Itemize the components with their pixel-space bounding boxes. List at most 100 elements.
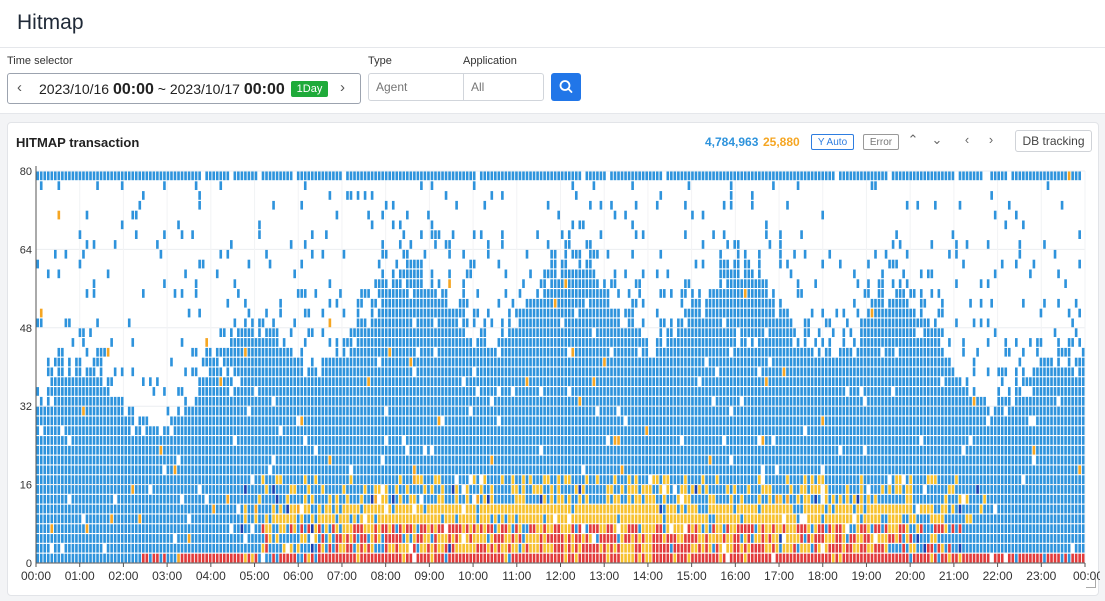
heatmap-cell[interactable] [201,494,205,504]
heatmap-cell[interactable] [662,514,666,524]
heatmap-cell[interactable] [205,485,208,494]
heatmap-cell[interactable] [423,338,427,347]
heatmap-cell[interactable] [370,298,374,308]
heatmap-cell[interactable] [120,455,124,465]
heatmap-cell[interactable] [180,455,184,465]
heatmap-cell[interactable] [416,279,420,288]
heatmap-cell[interactable] [356,367,360,377]
heatmap-cell[interactable] [708,514,712,524]
heatmap-cell[interactable] [701,426,705,435]
heatmap-cell[interactable] [314,396,318,406]
heatmap-cell[interactable] [395,514,399,524]
heatmap-cell[interactable] [233,485,237,494]
heatmap-cell[interactable] [582,279,585,288]
heatmap-cell[interactable] [536,387,539,396]
heatmap-cell[interactable] [349,426,353,435]
heatmap-cell[interactable] [230,396,233,406]
heatmap-cell[interactable] [89,465,92,475]
heatmap-cell[interactable] [138,553,142,563]
heatmap-cell[interactable] [75,485,78,494]
heatmap-cell[interactable] [198,553,201,563]
heatmap-cell[interactable] [377,328,381,337]
heatmap-cell[interactable] [518,553,522,563]
heatmap-cell[interactable] [342,494,346,504]
heatmap-cell[interactable] [497,534,501,543]
heatmap-cell[interactable] [374,338,377,347]
heatmap-cell[interactable] [127,543,131,553]
heatmap-cell[interactable] [240,367,244,377]
heatmap-cell[interactable] [103,436,106,445]
heatmap-cell[interactable] [296,387,300,396]
heatmap-cell[interactable] [585,436,589,445]
heatmap-cell[interactable] [166,406,170,416]
heatmap-cell[interactable] [578,289,582,298]
heatmap-cell[interactable] [455,367,458,377]
heatmap-cell[interactable] [409,485,413,494]
heatmap-cell[interactable] [258,455,261,465]
heatmap-cell[interactable] [567,367,571,377]
heatmap-cell[interactable] [388,357,392,367]
heatmap-cell[interactable] [321,524,325,533]
heatmap-cell[interactable] [515,406,518,416]
heatmap-cell[interactable] [314,534,318,543]
heatmap-cell[interactable] [198,377,201,386]
heatmap-cell[interactable] [191,524,194,533]
heatmap-cell[interactable] [310,387,314,396]
heatmap-cell[interactable] [518,504,522,514]
heatmap-cell[interactable] [381,426,384,435]
heatmap-cell[interactable] [437,465,441,475]
heatmap-cell[interactable] [430,543,434,553]
heatmap-cell[interactable] [546,553,550,563]
heatmap-cell[interactable] [391,328,395,337]
heatmap-cell[interactable] [346,357,349,367]
heatmap-cell[interactable] [370,475,374,484]
heatmap-cell[interactable] [666,377,670,386]
heatmap-cell[interactable] [655,436,659,445]
heatmap-cell[interactable] [599,494,603,504]
heatmap-cell[interactable] [553,289,557,298]
heatmap-cell[interactable] [659,465,663,475]
heatmap-cell[interactable] [631,357,634,367]
heatmap-cell[interactable] [152,387,156,396]
heatmap-cell[interactable] [546,504,550,514]
heatmap-cell[interactable] [374,279,377,288]
heatmap-cell[interactable] [71,465,75,475]
heatmap-cell[interactable] [321,436,325,445]
heatmap-cell[interactable] [268,524,272,533]
heatmap-cell[interactable] [226,387,230,396]
heatmap-cell[interactable] [61,387,64,396]
heatmap-cell[interactable] [603,357,606,367]
heatmap-cell[interactable] [694,406,698,416]
heatmap-cell[interactable] [335,367,339,377]
heatmap-cell[interactable] [377,436,381,445]
heatmap-cell[interactable] [582,504,585,514]
heatmap-cell[interactable] [599,396,603,406]
heatmap-cell[interactable] [222,445,226,455]
heatmap-cell[interactable] [719,387,722,396]
heatmap-cell[interactable] [553,465,557,475]
heatmap-cell[interactable] [222,455,226,465]
heatmap-cell[interactable] [606,504,610,514]
heatmap-cell[interactable] [715,298,719,308]
heatmap-cell[interactable] [103,406,106,416]
heatmap-cell[interactable] [455,504,458,514]
heatmap-cell[interactable] [314,543,318,553]
heatmap-cell[interactable] [71,543,75,553]
heatmap-cell[interactable] [106,465,110,475]
heatmap-cell[interactable] [560,524,564,533]
heatmap-cell[interactable] [230,328,233,337]
heatmap-cell[interactable] [423,534,427,543]
heatmap-cell[interactable] [409,259,413,269]
heatmap-cell[interactable] [582,298,585,308]
heatmap-cell[interactable] [694,298,698,308]
heatmap-cell[interactable] [574,338,578,347]
heatmap-cell[interactable] [68,504,71,514]
heatmap-cell[interactable] [384,485,388,494]
heatmap-cell[interactable] [335,406,339,416]
heatmap-cell[interactable] [310,416,314,426]
heatmap-cell[interactable] [191,465,194,475]
heatmap-cell[interactable] [613,328,617,337]
heatmap-cell[interactable] [342,396,346,406]
heatmap-cell[interactable] [413,416,416,426]
heatmap-cell[interactable] [708,494,712,504]
